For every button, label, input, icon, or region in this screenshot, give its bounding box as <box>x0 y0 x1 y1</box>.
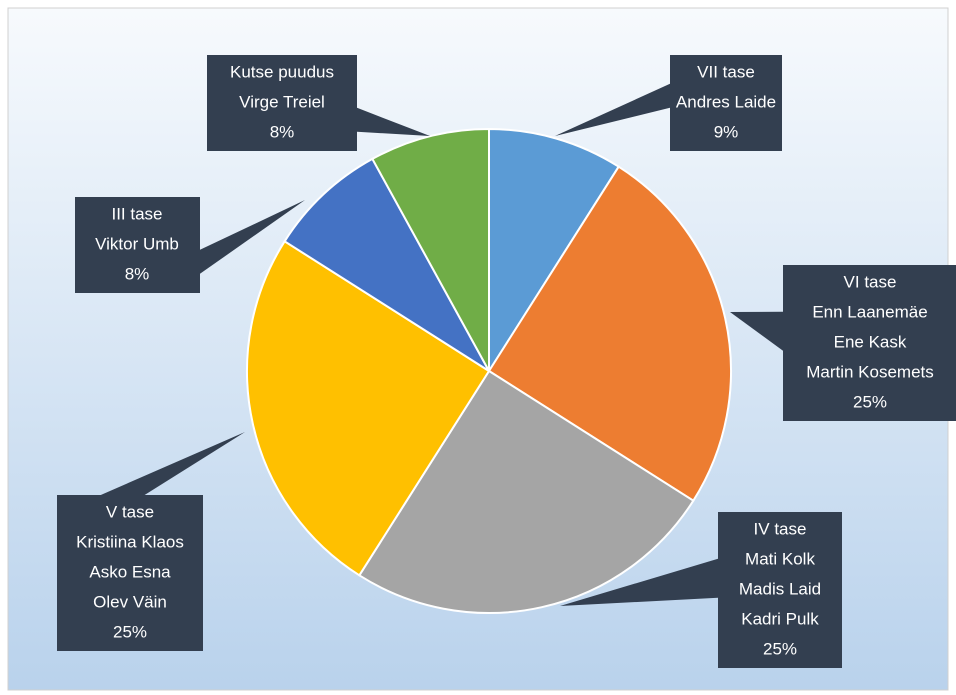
pie-slice <box>488 127 621 375</box>
person-name: Viktor Umb <box>95 234 179 253</box>
value-label: 8% <box>270 122 295 141</box>
category-label: V tase <box>106 502 154 521</box>
callout: V tase Kristiina Klaos Asko Esna Olev Väin 2… <box>57 432 245 651</box>
category-label: III tase <box>111 204 162 223</box>
value-label: 25% <box>113 622 147 641</box>
pie-slice <box>357 369 695 614</box>
person-name: Martin Kosemets <box>806 362 934 381</box>
value-label: 25% <box>763 639 797 658</box>
value-label: 25% <box>853 392 887 411</box>
person-name: Mati Kolk <box>745 549 815 568</box>
person-name: Olev Väin <box>93 592 167 611</box>
person-name: Kadri Pulk <box>741 609 819 628</box>
callout: VII tase Andres Laide 9% <box>555 55 782 151</box>
callout-pointer <box>555 83 670 136</box>
category-label: VII tase <box>697 62 755 81</box>
person-name: Andres Laide <box>676 92 776 111</box>
person-name: Asko Esna <box>89 562 171 581</box>
callout-pointer <box>357 107 430 136</box>
callout-box <box>207 55 357 151</box>
callout-box <box>57 495 203 651</box>
pie-slice <box>487 165 732 503</box>
callout: IV tase Mati Kolk Madis Laid Kadri Pulk 25% <box>560 512 842 668</box>
category-label: VI tase <box>844 272 897 291</box>
value-label: 8% <box>125 264 150 283</box>
callout-pointer <box>560 558 718 606</box>
labels: VII tase Andres Laide 9% VI tase Enn Laanemä… <box>57 55 956 668</box>
category-label: Kutse puudus <box>230 62 334 81</box>
pie-slice <box>283 157 490 372</box>
callout-pointer <box>100 432 245 495</box>
person-name: Ene Kask <box>834 332 907 351</box>
callout: Kutse puudus Virge Treiel 8% <box>207 55 430 151</box>
callout: VI tase Enn Laanemäe Ene Kask Martin Koseme… <box>730 265 956 421</box>
callout-box <box>718 512 842 668</box>
value-label: 9% <box>714 122 739 141</box>
person-name: Virge Treiel <box>239 92 325 111</box>
callout-box <box>783 265 956 421</box>
category-label: IV tase <box>754 519 807 538</box>
callout-pointer <box>730 311 783 351</box>
callout-pointer <box>200 200 305 274</box>
pie-slice <box>246 239 491 577</box>
callout: III tase Viktor Umb 8% <box>75 197 305 293</box>
person-name: Madis Laid <box>739 579 821 598</box>
callout-box <box>670 55 782 151</box>
slices <box>246 127 732 614</box>
person-name: Enn Laanemäe <box>812 302 927 321</box>
person-name: Kristiina Klaos <box>76 532 184 551</box>
callout-box <box>75 197 200 293</box>
pie-slice <box>371 127 490 372</box>
